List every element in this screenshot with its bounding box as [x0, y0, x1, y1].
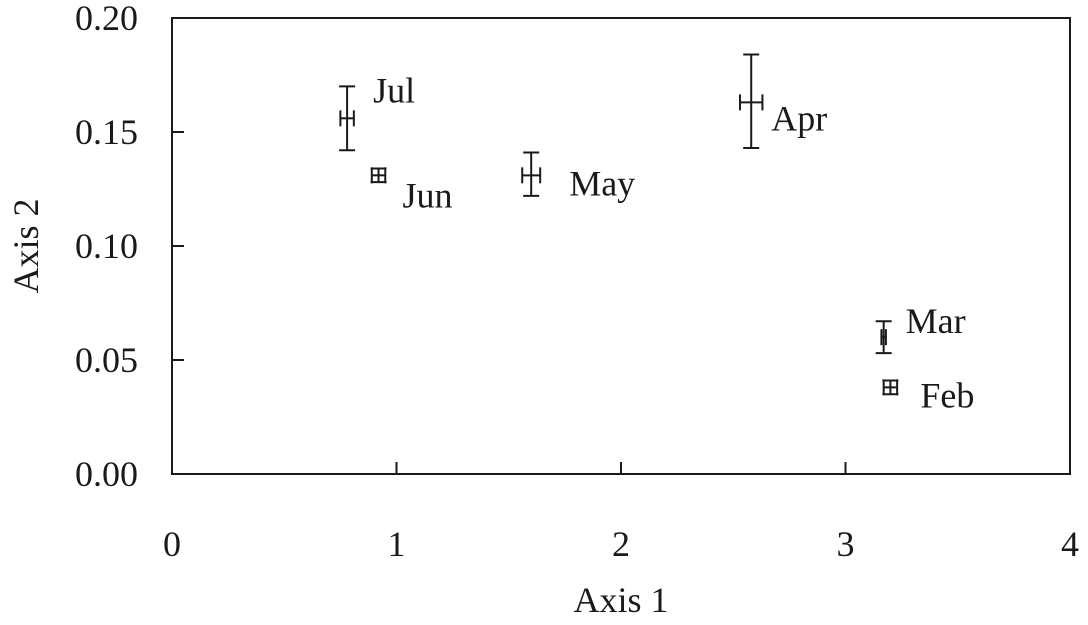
point-label: Jun — [403, 175, 453, 215]
point-label: Mar — [906, 301, 966, 341]
point-label: Apr — [771, 98, 827, 138]
y-axis-title: Axis 2 — [6, 198, 46, 293]
y-tick-label: 0.15 — [75, 112, 138, 152]
point-label: Feb — [920, 375, 974, 415]
x-tick-label: 2 — [612, 524, 630, 564]
y-tick-label: 0.00 — [75, 454, 138, 494]
data-point-mar: Mar — [875, 301, 966, 355]
data-point-jun: Jun — [370, 167, 453, 215]
point-label: Jul — [373, 70, 415, 110]
x-tick-label: 1 — [388, 524, 406, 564]
x-axis: 0 1 2 3 4 — [163, 462, 1079, 564]
data-points: Jul Jun May Apr Mar Feb — [339, 53, 974, 415]
data-point-feb: Feb — [882, 375, 974, 415]
data-point-jul: Jul — [339, 70, 415, 152]
data-point-may: May — [521, 151, 635, 203]
x-axis-title: Axis 1 — [573, 580, 668, 620]
y-tick-label: 0.05 — [75, 340, 138, 380]
point-label: May — [569, 163, 635, 203]
y-tick-label: 0.10 — [75, 226, 138, 266]
y-tick-label: 0.20 — [75, 0, 138, 38]
x-tick-label: 4 — [1061, 524, 1079, 564]
x-tick-label: 0 — [163, 524, 181, 564]
x-tick-label: 3 — [837, 524, 855, 564]
y-axis: 0.00 0.05 0.10 0.15 0.20 — [75, 0, 184, 494]
data-point-apr: Apr — [738, 53, 827, 149]
